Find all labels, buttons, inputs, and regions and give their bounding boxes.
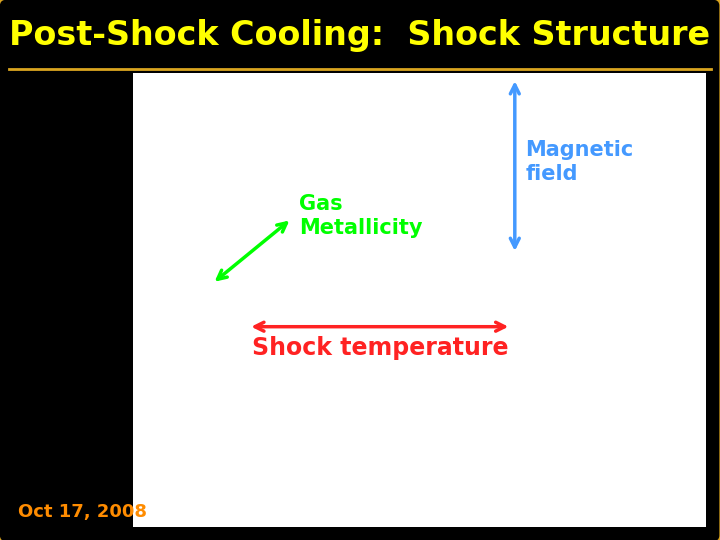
Text: (d): (d) xyxy=(433,316,449,326)
Bar xyxy=(133,73,706,526)
Text: (a): (a) xyxy=(180,94,196,105)
Text: Magnetic
field: Magnetic field xyxy=(526,140,634,184)
X-axis label: $n_0 \times t$ (cm$^{-3}$ s): $n_0 \times t$ (cm$^{-3}$ s) xyxy=(253,535,320,540)
Text: $T_s = 5\times10^6$K,: $T_s = 5\times10^6$K, xyxy=(175,266,228,280)
Text: Strong-B limit: Strong-B limit xyxy=(428,283,488,292)
X-axis label: $n_0 \times t$ (cm$^{-3}$ s): $n_0 \times t$ (cm$^{-3}$ s) xyxy=(512,535,579,540)
Text: No-B limit: No-B limit xyxy=(428,504,471,514)
Text: Z=10$^{-2}$: Z=10$^{-2}$ xyxy=(325,158,356,171)
Text: Z=2: Z=2 xyxy=(325,88,341,97)
Text: $T_s = 5\times10^7$K,: $T_s = 5\times10^7$K, xyxy=(428,266,481,280)
Text: No-B limit: No-B limit xyxy=(175,504,218,514)
Text: Z=10$^{-3}$: Z=10$^{-3}$ xyxy=(325,182,356,194)
Text: $T_s = 5\times10^6$K,: $T_s = 5\times10^6$K, xyxy=(175,487,228,501)
Text: Z=10$^{-1}$: Z=10$^{-1}$ xyxy=(325,134,356,147)
Y-axis label: T (K): T (K) xyxy=(135,180,145,201)
Text: Post-Shock Cooling:  Shock Structure: Post-Shock Cooling: Shock Structure xyxy=(9,18,711,52)
Text: Shock temperature: Shock temperature xyxy=(252,336,508,360)
Text: Oct 17, 2008: Oct 17, 2008 xyxy=(18,503,147,521)
Text: Z=1: Z=1 xyxy=(325,112,341,121)
Text: (c): (c) xyxy=(433,94,448,105)
Y-axis label: T (K): T (K) xyxy=(135,401,145,422)
Text: $T_s = 5\times10^7$K,: $T_s = 5\times10^7$K, xyxy=(428,487,481,501)
Text: (b): (b) xyxy=(180,316,196,326)
Bar xyxy=(264,82,405,214)
Text: Gas
Metallicity: Gas Metallicity xyxy=(299,194,423,238)
Text: Strong-B limit: Strong-B limit xyxy=(175,283,235,292)
